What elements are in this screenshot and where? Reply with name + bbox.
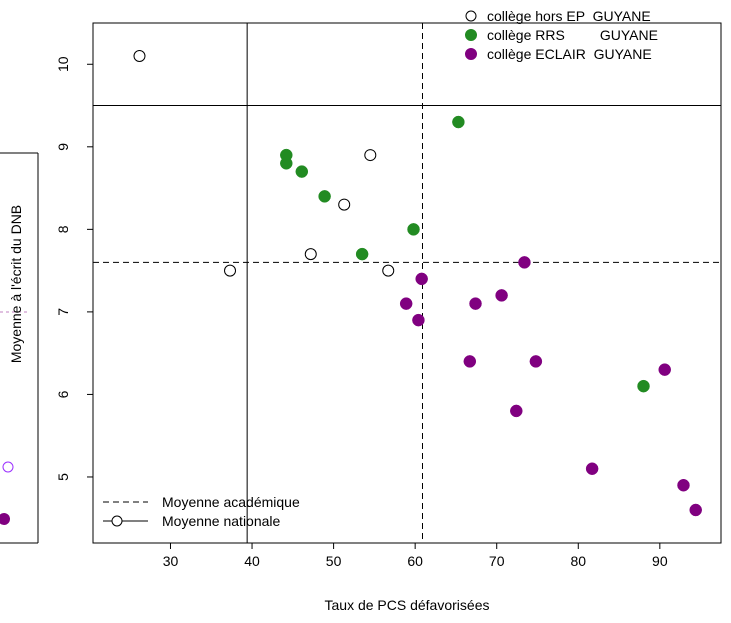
data-point — [339, 199, 350, 210]
legend-series-label: collège ECLAIR GUYANE — [487, 46, 652, 62]
y-tick-label: 5 — [55, 473, 71, 481]
data-point — [412, 314, 424, 326]
legend-line-marker — [112, 516, 122, 526]
data-point — [416, 273, 428, 285]
data-point — [452, 116, 464, 128]
y-tick-label: 7 — [55, 308, 71, 316]
data-point — [530, 355, 542, 367]
x-tick-label: 30 — [163, 553, 179, 569]
legend-line-label: Moyenne nationale — [162, 513, 281, 529]
plot-frame — [93, 23, 721, 543]
data-point — [365, 150, 376, 161]
reference-lines — [93, 23, 721, 543]
data-point — [134, 51, 145, 62]
x-tick-label: 80 — [570, 553, 586, 569]
x-tick-label: 50 — [326, 553, 342, 569]
data-point — [305, 249, 316, 260]
series-legend: collège hors EP GUYANE collège RRS GUYANE… — [466, 8, 658, 62]
x-axis: 30 40 50 60 70 80 90 — [163, 543, 668, 569]
data-point — [638, 380, 650, 392]
data-point — [470, 298, 482, 310]
neighbor-filled-point — [0, 513, 10, 525]
y-tick-label: 6 — [55, 390, 71, 398]
legend-marker — [466, 30, 477, 41]
data-point — [677, 479, 689, 491]
reference-line-legend: Moyenne académique Moyenne nationale — [103, 494, 300, 529]
data-point — [296, 166, 308, 178]
legend-series-label: collège hors EP GUYANE — [487, 8, 651, 24]
x-axis-label: Taux de PCS défavorisées — [325, 597, 490, 613]
data-point — [496, 289, 508, 301]
data-point — [319, 190, 331, 202]
x-tick-label: 60 — [407, 553, 423, 569]
data-point — [518, 256, 530, 268]
data-point — [510, 405, 522, 417]
data-point — [464, 355, 476, 367]
data-point — [408, 223, 420, 235]
data-point — [659, 364, 671, 376]
data-point — [280, 157, 292, 169]
y-tick-label: 8 — [55, 225, 71, 233]
x-tick-label: 90 — [652, 553, 668, 569]
data-point — [383, 265, 394, 276]
y-axis: 5 6 7 8 9 10 — [55, 56, 93, 481]
x-tick-label: 70 — [489, 553, 505, 569]
legend-marker — [466, 11, 476, 21]
y-tick-label: 10 — [55, 56, 71, 72]
data-point — [225, 265, 236, 276]
data-point — [586, 463, 598, 475]
y-axis-label: Moyenne à l'écrit du DNB — [8, 205, 24, 363]
legend-line-label: Moyenne académique — [162, 494, 300, 510]
data-points — [134, 51, 702, 516]
neighbor-open-point — [3, 462, 13, 472]
data-point — [690, 504, 702, 516]
legend-marker — [466, 49, 477, 60]
data-point — [356, 248, 368, 260]
y-tick-label: 9 — [55, 143, 71, 151]
data-point — [400, 298, 412, 310]
x-tick-label: 40 — [244, 553, 260, 569]
legend-series-label: collège RRS GUYANE — [487, 27, 658, 43]
